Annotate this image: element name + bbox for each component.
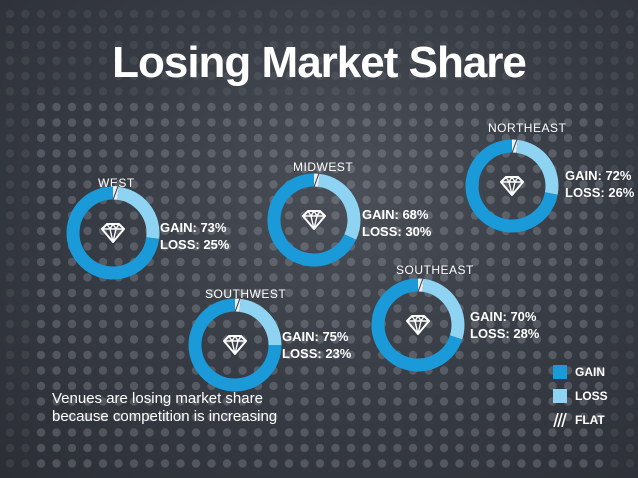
legend-swatch-flat [553,413,567,427]
diamond-icon [500,176,524,196]
stats-northeast: GAIN: 72% LOSS: 26% [565,167,634,201]
donut-west-gain-segment [66,186,160,280]
donut-midwest [267,173,361,267]
stats-southeast: GAIN: 70% LOSS: 28% [470,308,539,342]
donut-southwest-loss-segment [238,298,282,346]
donut-northeast [465,139,559,233]
donut-west-flat-hatch [112,186,119,200]
legend-label-flat: FLAT [575,413,605,427]
legend-label-loss: LOSS [575,389,608,403]
loss-value-midwest: LOSS: 30% [362,224,432,239]
donut-northeast-gain-segment [465,139,558,233]
donut-west [66,186,160,280]
page-title: Losing Market Share [112,38,527,87]
donut-northeast-flat-hatch [511,139,518,153]
gain-value-northeast: GAIN: 72% [565,168,632,183]
region-label-northeast: NORTHEAST [488,121,567,135]
gain-value-midwest: GAIN: 68% [362,207,429,222]
region-label-southwest: SOUTHWEST [205,287,287,301]
diamond-icon [302,210,326,230]
gain-value-west: GAIN: 73% [160,220,227,235]
donut-southwest-gain-segment [188,298,282,392]
legend-swatch-loss [553,389,567,403]
legend: GAIN LOSS FLAT [553,360,608,432]
gain-value-southeast: GAIN: 70% [470,309,537,324]
region-label-west: WEST [98,176,135,190]
donut-northeast-loss-segment [515,139,559,195]
loss-value-southeast: LOSS: 28% [470,326,540,341]
stats-west: GAIN: 73% LOSS: 25% [160,219,229,253]
donut-southeast-gain-segment [371,278,463,372]
region-label-midwest: MIDWEST [293,160,354,174]
loss-value-northeast: LOSS: 26% [565,185,635,200]
donut-midwest-gain-segment [267,173,357,267]
legend-item-flat: FLAT [553,408,608,432]
diamond-icon [406,315,430,335]
region-label-southeast: SOUTHEAST [396,263,474,277]
legend-swatch-gain [553,365,567,379]
legend-item-gain: GAIN [553,360,608,384]
donut-midwest-flat-hatch [313,173,320,187]
legend-label-gain: GAIN [575,365,605,379]
legend-item-loss: LOSS [553,384,608,408]
caption: Venues are losing market share because c… [52,390,278,425]
loss-value-west: LOSS: 25% [160,237,230,252]
donut-southwest-flat-hatch [234,298,241,312]
gain-value-southwest: GAIN: 75% [282,329,349,344]
diamond-icon [223,335,247,355]
donut-southeast-flat-hatch [417,278,424,292]
diamond-icon [101,223,125,243]
donut-southeast-loss-segment [421,278,465,340]
donut-west-loss-segment [116,186,160,239]
stats-southwest: GAIN: 75% LOSS: 23% [282,328,351,362]
donut-southwest [188,298,282,392]
donut-midwest-loss-segment [317,173,361,240]
donut-southeast [371,278,465,372]
loss-value-southwest: LOSS: 23% [282,346,352,361]
stats-midwest: GAIN: 68% LOSS: 30% [362,206,431,240]
